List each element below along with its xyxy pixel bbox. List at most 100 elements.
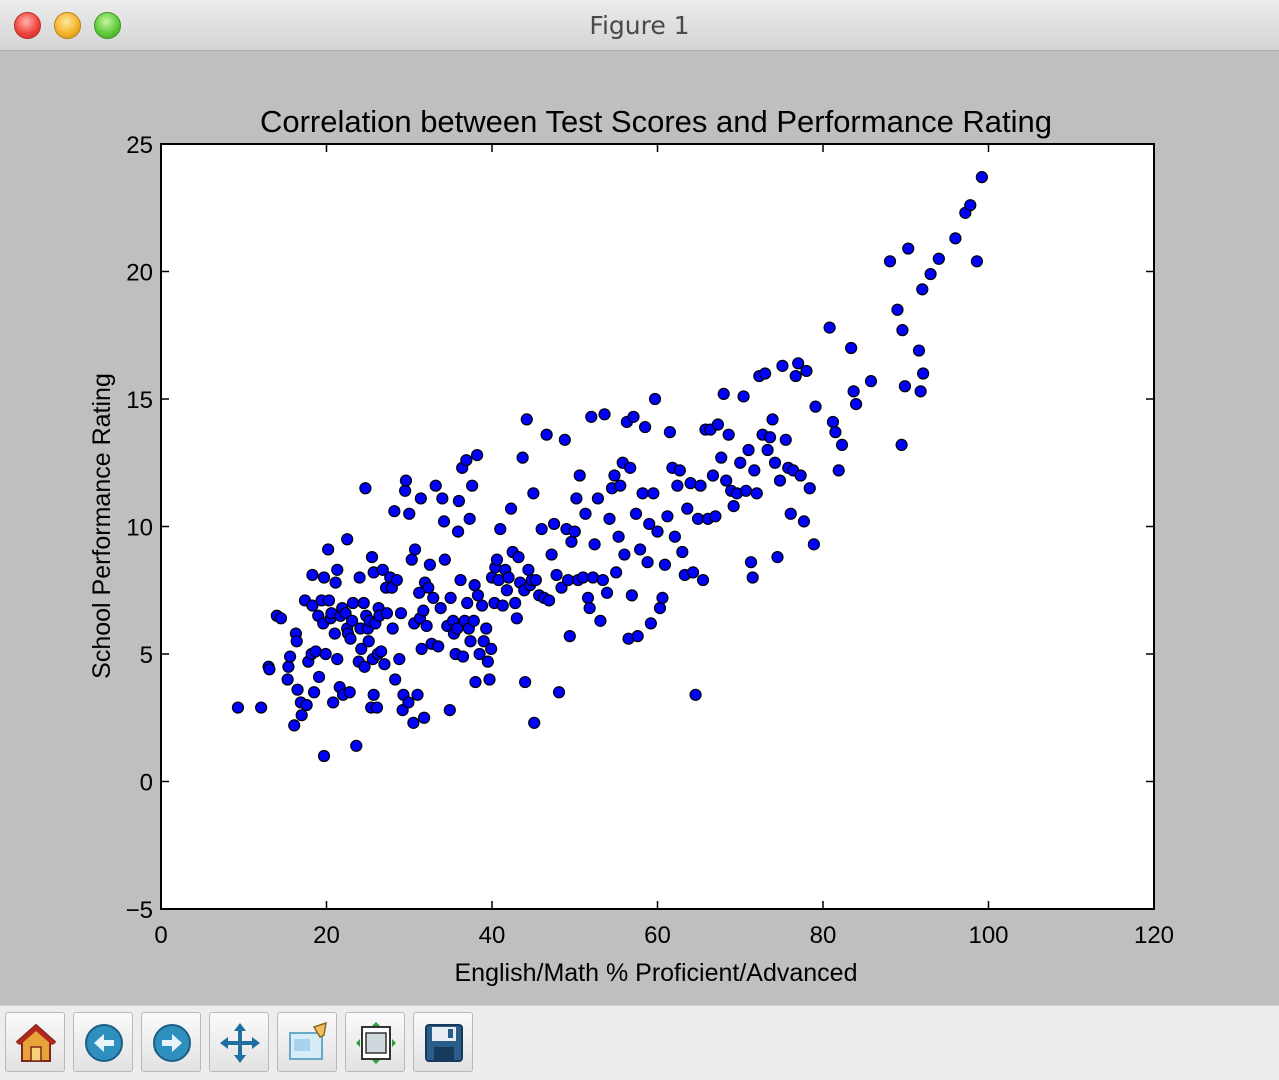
data-point: [789, 369, 802, 383]
data-point: [744, 556, 758, 569]
data-point: [624, 461, 637, 474]
save-floppy-icon: [425, 1024, 463, 1062]
y-tick-label: 10: [126, 515, 153, 542]
subplots-config-icon: [356, 1022, 396, 1064]
data-point: [681, 502, 694, 515]
data-point: [625, 589, 638, 602]
data-point: [480, 622, 493, 635]
data-point: [932, 252, 945, 265]
data-point: [663, 426, 677, 439]
data-point: [389, 673, 402, 686]
back-button[interactable]: [73, 1012, 133, 1072]
data-point: [648, 392, 662, 406]
zoom-button[interactable]: [277, 1012, 337, 1072]
home-icon: [15, 1023, 57, 1062]
data-point: [591, 492, 605, 505]
data-point: [403, 507, 416, 520]
data-point: [594, 614, 607, 627]
save-button[interactable]: [413, 1012, 473, 1072]
data-point: [545, 548, 558, 561]
data-point: [502, 571, 515, 584]
data-point: [331, 563, 344, 576]
subplots-button[interactable]: [345, 1012, 405, 1072]
data-point: [281, 673, 294, 686]
data-point: [634, 543, 647, 556]
data-point: [477, 635, 490, 648]
data-point: [516, 451, 529, 464]
data-point: [512, 551, 525, 564]
data-point: [658, 558, 672, 571]
data-point: [306, 599, 319, 612]
minimize-window-button[interactable]: [54, 12, 81, 39]
chart-title: Correlation between Test Scores and Perf…: [260, 104, 1052, 139]
data-point: [694, 479, 707, 492]
data-point: [558, 433, 571, 446]
data-point: [429, 479, 442, 492]
data-point: [464, 635, 477, 648]
scatter-chart: Correlation between Test Scores and Perf…: [88, 104, 1174, 987]
data-point: [565, 535, 578, 548]
data-point: [341, 533, 354, 546]
data-point: [306, 568, 319, 582]
data-point: [443, 703, 456, 717]
data-point: [849, 398, 863, 411]
data-point: [460, 454, 473, 467]
data-point: [671, 479, 684, 492]
data-point: [797, 515, 811, 528]
pan-button[interactable]: [209, 1012, 269, 1072]
data-point: [375, 645, 388, 658]
data-point: [742, 443, 755, 457]
data-point: [727, 500, 740, 513]
data-point: [579, 507, 592, 520]
data-point: [792, 357, 805, 370]
x-tick-label: 80: [810, 922, 837, 949]
data-point: [322, 543, 335, 556]
data-point: [417, 604, 430, 617]
data-point: [583, 601, 596, 615]
data-point: [706, 469, 720, 482]
data-point: [346, 614, 359, 627]
data-point: [807, 538, 820, 551]
data-point: [399, 474, 413, 487]
x-tick-label: 0: [154, 922, 167, 949]
data-point: [344, 632, 357, 645]
data-point: [418, 711, 431, 724]
data-point: [847, 385, 860, 398]
y-tick-label: 0: [140, 770, 153, 797]
data-point: [490, 553, 504, 566]
data-point: [722, 428, 735, 441]
data-point: [370, 701, 384, 714]
data-point: [527, 487, 540, 500]
data-point: [610, 566, 623, 579]
data-point: [359, 482, 372, 495]
data-point: [282, 660, 295, 673]
home-button[interactable]: [5, 1012, 65, 1072]
data-point: [823, 321, 836, 334]
data-point: [456, 650, 470, 663]
data-point: [414, 492, 427, 505]
data-point: [473, 647, 486, 661]
data-point: [434, 601, 447, 615]
data-point: [970, 255, 984, 268]
data-point: [322, 594, 336, 607]
data-point: [529, 573, 542, 587]
data-point: [803, 482, 816, 495]
data-point: [528, 716, 541, 729]
data-point: [274, 612, 288, 625]
data-point: [388, 505, 401, 518]
forward-arrow-icon: [153, 1024, 191, 1062]
data-point: [485, 642, 498, 656]
maximize-window-button[interactable]: [94, 12, 121, 39]
data-point: [469, 675, 482, 689]
close-window-button[interactable]: [14, 12, 41, 39]
data-point: [500, 584, 513, 597]
data-point: [737, 390, 750, 403]
data-point: [864, 375, 878, 388]
data-point: [309, 645, 322, 658]
data-point: [339, 607, 352, 620]
data-point: [739, 484, 753, 497]
data-point: [466, 479, 479, 492]
forward-button[interactable]: [141, 1012, 201, 1072]
data-point: [598, 408, 611, 421]
